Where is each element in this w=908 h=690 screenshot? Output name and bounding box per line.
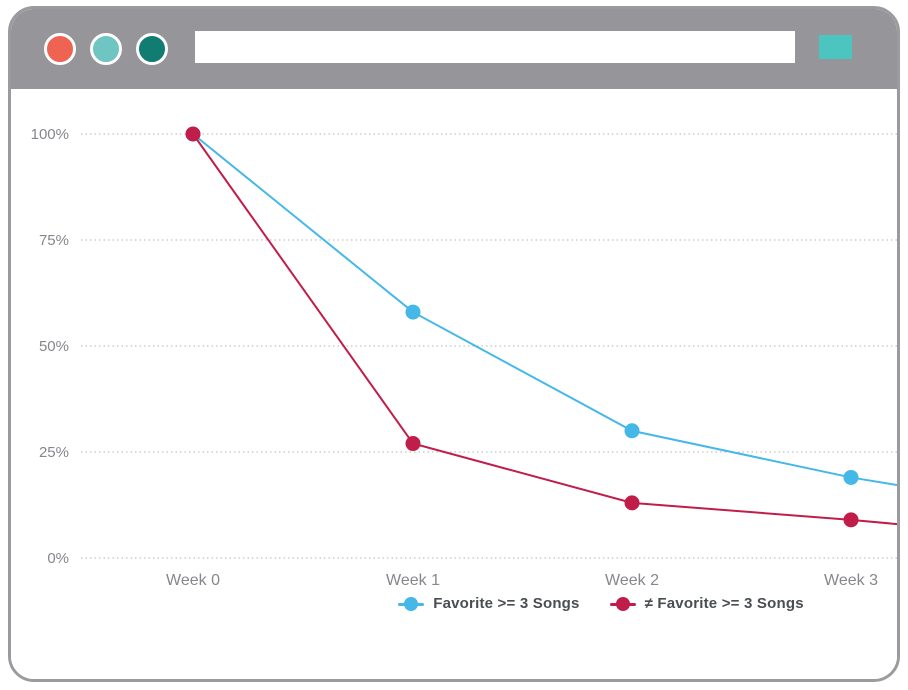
y-axis-tick-label: 25% — [39, 444, 69, 461]
chart-panel: 100% 75% 50% 25% 0% Week 0 Week 1 Week 2 Week 3 … — [11, 89, 897, 679]
data-point[interactable] — [405, 304, 421, 320]
y-axis-tick-label: 75% — [39, 232, 69, 249]
x-axis-tick-label: Week 3 — [824, 572, 878, 589]
y-axis-tick-label: 100% — [31, 126, 69, 143]
legend-item-not-favorite[interactable]: ≠ Favorite >= 3 Songs — [609, 595, 804, 612]
legend-marker-not-favorite — [609, 596, 636, 612]
data-point[interactable] — [843, 469, 859, 485]
browser-window: 100% 75% 50% 25% 0% Week 0 Week 1 Week 2 Week 3 … — [8, 6, 900, 682]
data-point[interactable] — [843, 512, 859, 528]
x-axis-tick-label: Week 0 — [166, 572, 220, 589]
y-axis-tick-label: 50% — [39, 338, 69, 355]
x-axis-tick-label: Week 2 — [605, 572, 659, 589]
y-axis-tick-label: 0% — [47, 550, 69, 567]
legend-item-favorite[interactable]: Favorite >= 3 Songs — [398, 595, 579, 612]
legend-marker-favorite — [398, 596, 425, 612]
line-chart: 100% 75% 50% 25% 0% Week 0 Week 1 Week 2 Week 3 — [31, 126, 897, 589]
browser-action-button[interactable] — [819, 35, 852, 59]
series-line — [192, 133, 897, 487]
data-point[interactable] — [185, 126, 201, 142]
data-point[interactable] — [405, 436, 421, 452]
browser-titlebar — [11, 9, 897, 89]
data-point[interactable] — [624, 495, 640, 511]
address-bar[interactable] — [195, 31, 795, 63]
window-close-button[interactable] — [44, 33, 76, 65]
x-axis-tick-label: Week 1 — [386, 572, 440, 589]
chart-legend: Favorite >= 3 Songs ≠ Favorite >= 3 Song… — [158, 595, 897, 612]
legend-label-favorite: Favorite >= 3 Songs — [433, 595, 580, 612]
legend-label-not-favorite: ≠ Favorite >= 3 Songs — [644, 595, 804, 612]
data-point[interactable] — [624, 423, 640, 439]
window-zoom-button[interactable] — [136, 33, 168, 65]
window-minimize-button[interactable] — [90, 33, 122, 65]
